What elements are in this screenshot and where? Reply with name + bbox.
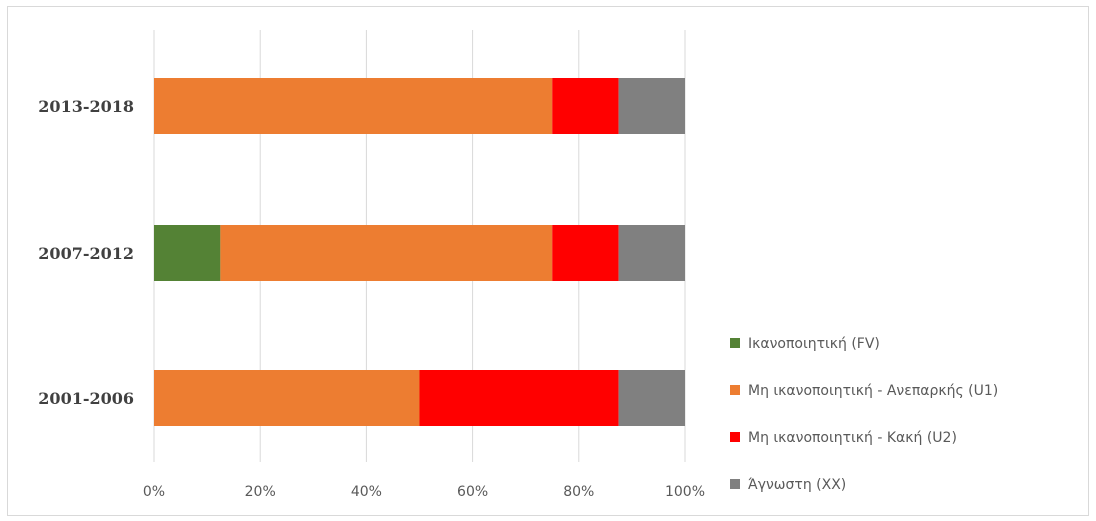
legend-swatch: [730, 385, 740, 395]
legend-label: Μη ικανοποιητική - Κακή (U2): [748, 430, 957, 446]
legend-swatch: [730, 479, 740, 489]
legend-label: Μη ικανοποιητική - Ανεπαρκής (U1): [748, 383, 998, 399]
bar-segment: [154, 78, 553, 134]
bar-segment: [154, 225, 221, 281]
bar-segment: [618, 225, 685, 281]
bar-segment: [552, 78, 619, 134]
x-tick-label: 20%: [245, 484, 276, 500]
legend-label: Ικανοποιητική (FV): [748, 336, 880, 352]
bar-segment: [618, 78, 685, 134]
bar-segment: [618, 370, 685, 426]
x-tick-label: 100%: [665, 484, 705, 500]
category-label: 2013-2018: [38, 97, 134, 116]
x-tick-label: 60%: [457, 484, 488, 500]
bars: [154, 78, 685, 426]
category-labels: 2013-2018 2007-2012 2001-2006: [38, 97, 134, 408]
bar-segment: [154, 370, 420, 426]
bar-segment: [220, 225, 553, 281]
x-tick-label: 80%: [563, 484, 594, 500]
bar-segment: [419, 370, 619, 426]
legend-swatch: [730, 338, 740, 348]
category-label: 2001-2006: [38, 389, 134, 408]
legend: Ικανοποιητική (FV) Μη ικανοποιητική - Ανε…: [730, 336, 998, 493]
x-tick-labels: 0% 20% 40% 60% 80% 100%: [143, 484, 705, 500]
legend-label: Άγνωστη (XX): [748, 477, 846, 493]
category-label: 2007-2012: [38, 244, 134, 263]
x-tick-label: 0%: [143, 484, 165, 500]
bar-segment: [552, 225, 619, 281]
x-tick-label: 40%: [351, 484, 382, 500]
legend-swatch: [730, 432, 740, 442]
